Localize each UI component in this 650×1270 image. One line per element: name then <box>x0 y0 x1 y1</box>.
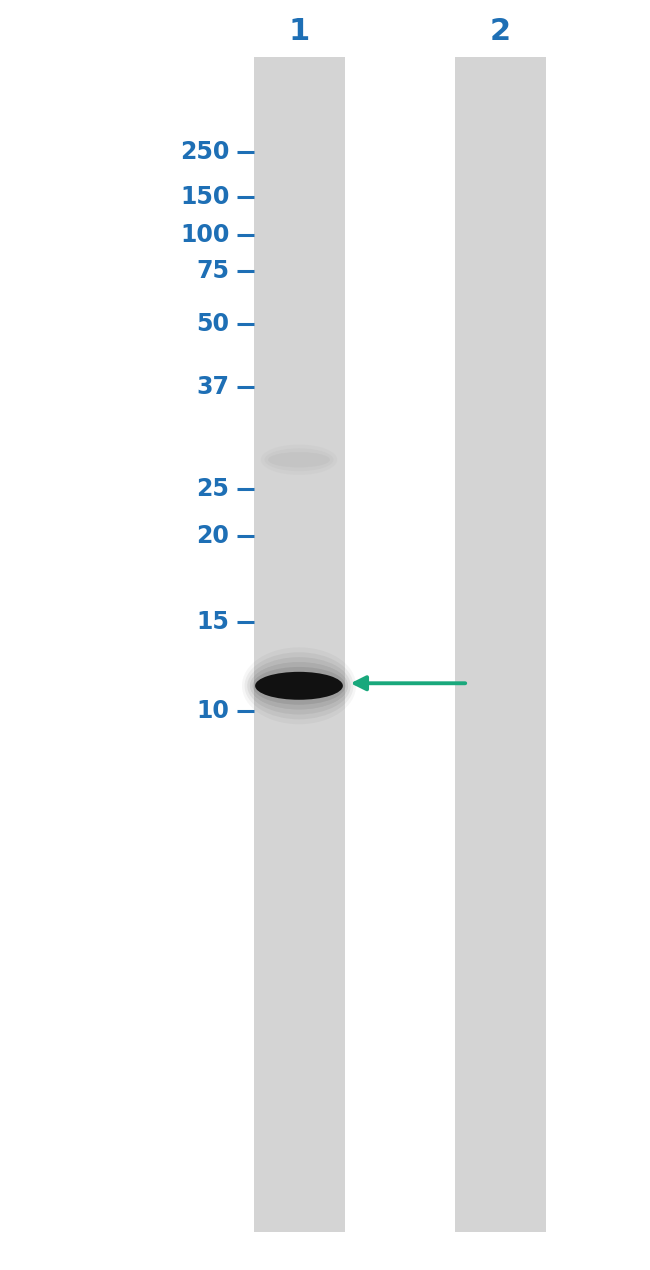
Text: 250: 250 <box>180 141 229 164</box>
Ellipse shape <box>244 653 354 719</box>
Ellipse shape <box>247 657 351 715</box>
Text: 20: 20 <box>196 525 229 547</box>
Text: 10: 10 <box>196 700 229 723</box>
Text: 50: 50 <box>196 312 229 335</box>
Text: 1: 1 <box>289 18 309 46</box>
Ellipse shape <box>252 667 346 705</box>
Ellipse shape <box>261 444 337 475</box>
Ellipse shape <box>268 452 330 467</box>
Text: 75: 75 <box>196 259 229 282</box>
Bar <box>455 57 546 1232</box>
Ellipse shape <box>250 662 348 710</box>
Text: 100: 100 <box>180 224 229 246</box>
Text: 150: 150 <box>180 185 229 208</box>
Text: 2: 2 <box>490 18 511 46</box>
Bar <box>254 57 344 1232</box>
Text: 25: 25 <box>196 478 229 500</box>
Ellipse shape <box>255 672 343 700</box>
Text: 37: 37 <box>196 376 229 399</box>
Text: 15: 15 <box>196 611 229 634</box>
Ellipse shape <box>265 448 333 471</box>
